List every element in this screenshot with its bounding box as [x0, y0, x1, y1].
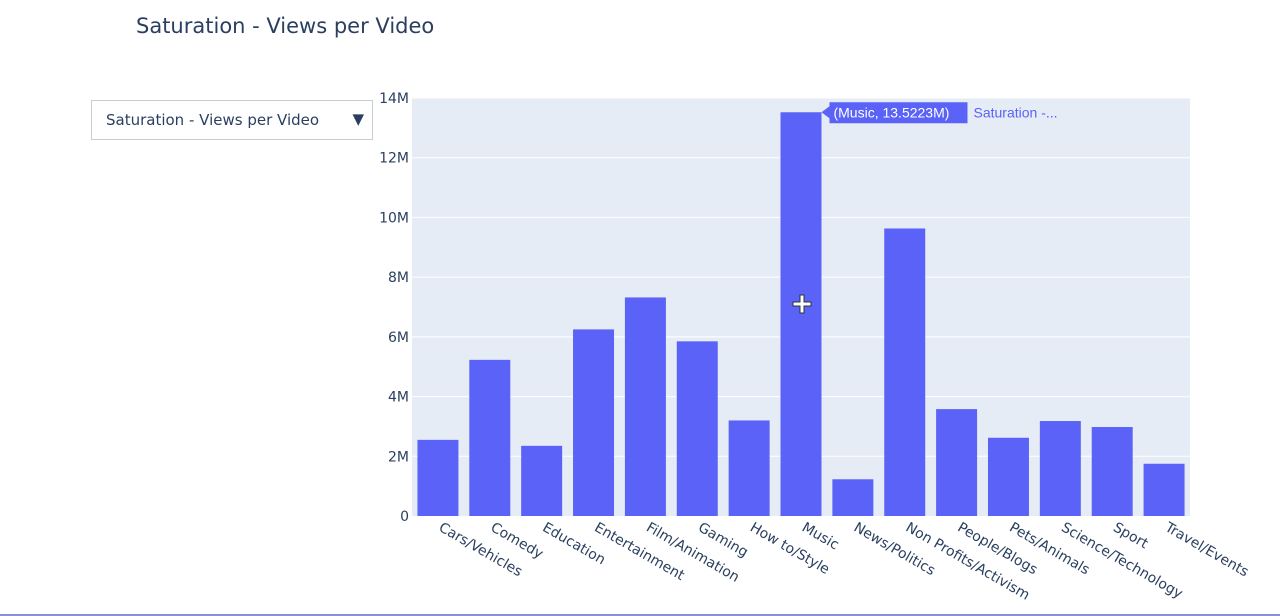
triangle-down-icon: ▼: [352, 110, 364, 128]
bar: [832, 479, 874, 516]
bar: [884, 228, 926, 516]
bar: [1091, 427, 1133, 516]
series-dropdown[interactable]: Saturation - Views per Video ▼: [91, 100, 373, 140]
y-tick-label: 4M: [388, 390, 409, 406]
dropdown-selected-label: Saturation - Views per Video: [106, 111, 320, 129]
hover-tooltip-box: [821, 102, 968, 124]
bottom-divider: [0, 614, 1280, 616]
bar: [1039, 421, 1081, 516]
bar: [573, 329, 615, 516]
x-tick-label: Travel/Events: [1161, 519, 1251, 580]
page-title: Saturation - Views per Video: [136, 14, 435, 38]
y-tick-label: 10M: [379, 210, 409, 226]
hover-label: (Music, 13.5223M): [833, 104, 949, 120]
hover-series-label: Saturation -...: [973, 104, 1057, 120]
y-tick-label: 14M: [379, 91, 409, 107]
bar: [936, 409, 978, 516]
y-tick-label: 0: [400, 509, 409, 525]
crosshair-cursor-icon: [792, 294, 812, 314]
y-tick-label: 2M: [388, 449, 409, 465]
y-tick-label: 8M: [388, 270, 409, 286]
y-tick-label: 6M: [388, 330, 409, 346]
bar: [417, 439, 459, 516]
bar: [624, 297, 666, 516]
y-tick-label: 12M: [379, 151, 409, 167]
bar: [1143, 463, 1185, 516]
bar: [469, 359, 511, 516]
x-tick-label: Entertainment: [592, 520, 688, 585]
bar: [987, 437, 1029, 516]
bar: [521, 445, 563, 516]
bar: [676, 341, 718, 516]
bar: [780, 112, 822, 516]
bar: [728, 420, 770, 516]
hover-tooltip: (Music, 13.5223M) Saturation -...: [821, 102, 1058, 124]
